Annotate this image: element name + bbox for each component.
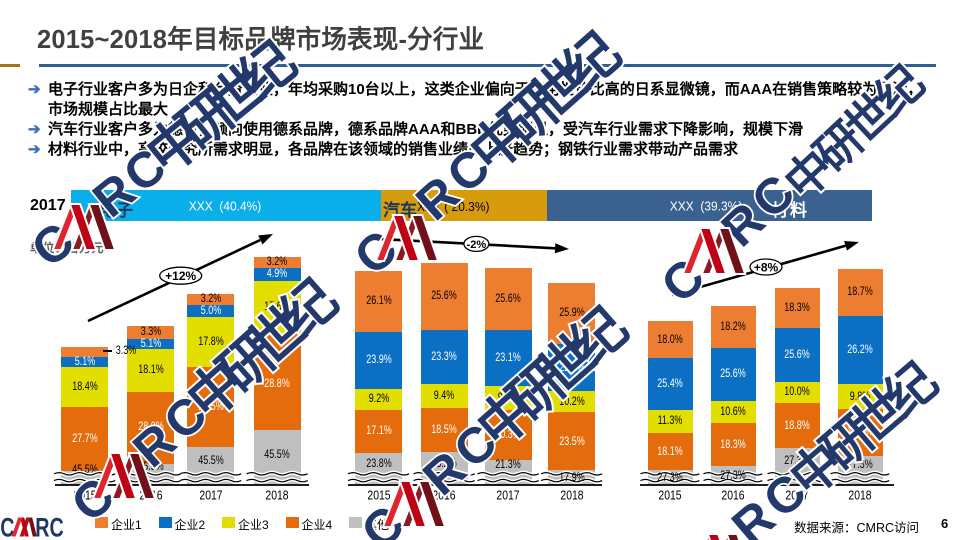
svg-text:C: C [1, 515, 14, 540]
svg-text:RC: RC [35, 515, 63, 540]
svg-text:中研世纪: 中研世纪 [774, 56, 934, 210]
svg-text:+8%: +8% [754, 260, 779, 274]
svg-text:+12%: +12% [165, 269, 196, 283]
svg-text:中研世纪: 中研世纪 [466, 297, 638, 459]
svg-text:中研世纪: 中研世纪 [176, 269, 348, 431]
svg-text:中研世纪: 中研世纪 [780, 353, 948, 508]
svg-text:-2%: -2% [467, 239, 487, 251]
svg-text:中研世纪: 中研世纪 [136, 31, 307, 186]
svg-text:中研世纪: 中研世纪 [459, 22, 631, 184]
